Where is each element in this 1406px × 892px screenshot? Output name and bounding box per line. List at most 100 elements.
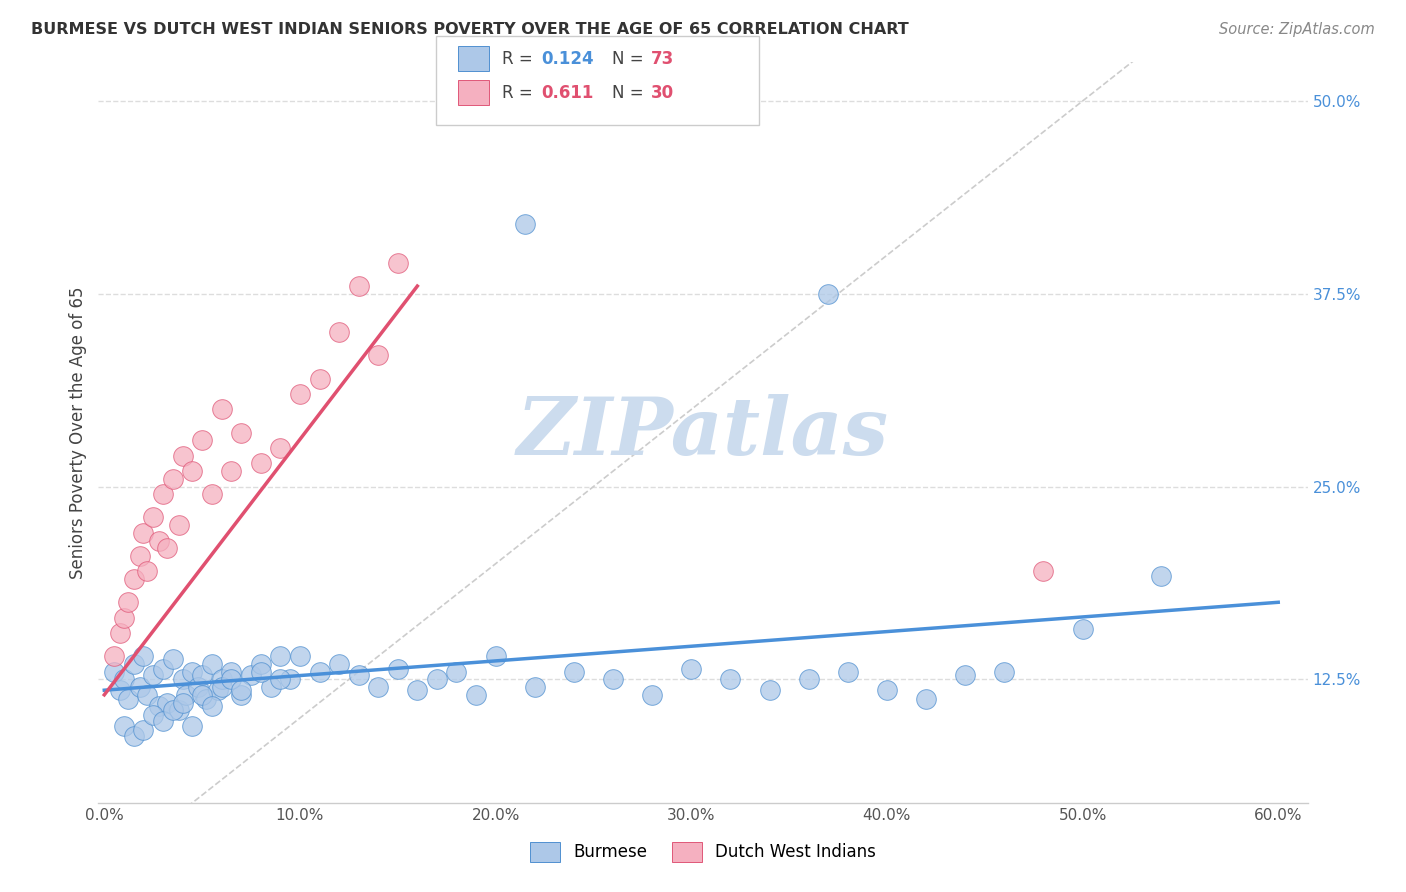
Point xyxy=(446,665,468,679)
Point xyxy=(181,665,204,679)
Point xyxy=(406,683,429,698)
Point xyxy=(426,673,449,687)
Point xyxy=(108,683,131,698)
Text: N =: N = xyxy=(612,50,648,68)
Point xyxy=(142,510,165,524)
Point xyxy=(132,649,155,664)
Point xyxy=(167,518,190,533)
Point xyxy=(112,673,135,687)
Point xyxy=(181,719,204,733)
Point xyxy=(1071,622,1094,636)
Point xyxy=(103,649,125,664)
Point xyxy=(117,692,139,706)
Point xyxy=(602,673,624,687)
Point xyxy=(167,703,190,717)
Point xyxy=(156,541,179,556)
Point xyxy=(562,665,585,679)
Point xyxy=(269,649,291,664)
Point xyxy=(513,218,536,232)
Point xyxy=(148,698,170,713)
Y-axis label: Seniors Poverty Over the Age of 65: Seniors Poverty Over the Age of 65 xyxy=(69,286,87,579)
Point xyxy=(250,657,273,671)
Point xyxy=(117,595,139,609)
Point xyxy=(1032,565,1054,579)
Point xyxy=(231,683,253,698)
Text: R =: R = xyxy=(502,50,538,68)
Point xyxy=(176,688,198,702)
Point xyxy=(250,457,273,471)
Point xyxy=(148,533,170,548)
Point xyxy=(240,667,263,681)
Point xyxy=(817,286,839,301)
Point xyxy=(347,279,370,293)
Text: 30: 30 xyxy=(651,84,673,102)
Point xyxy=(269,441,291,455)
Text: N =: N = xyxy=(612,84,648,102)
Point xyxy=(142,667,165,681)
Point xyxy=(172,449,194,463)
Text: Source: ZipAtlas.com: Source: ZipAtlas.com xyxy=(1219,22,1375,37)
Text: 0.611: 0.611 xyxy=(541,84,593,102)
Point xyxy=(308,371,330,385)
Point xyxy=(201,487,224,501)
Point xyxy=(181,464,204,478)
Point xyxy=(152,487,174,501)
Point xyxy=(953,667,976,681)
Point xyxy=(288,387,311,401)
Point xyxy=(136,565,159,579)
Point xyxy=(221,464,243,478)
Point xyxy=(195,692,218,706)
Point xyxy=(152,662,174,676)
Point xyxy=(387,256,409,270)
Point xyxy=(367,349,389,363)
Point xyxy=(876,683,898,698)
Point xyxy=(211,673,233,687)
Point xyxy=(152,714,174,728)
Point xyxy=(162,652,184,666)
Point xyxy=(128,680,150,694)
Point xyxy=(250,665,273,679)
Point xyxy=(269,673,291,687)
Point xyxy=(523,680,546,694)
Point xyxy=(347,667,370,681)
Point xyxy=(308,665,330,679)
Point xyxy=(1150,569,1173,583)
Point xyxy=(128,549,150,563)
Point xyxy=(201,698,224,713)
Point xyxy=(162,703,184,717)
Point xyxy=(172,696,194,710)
Point xyxy=(328,657,350,671)
Point xyxy=(367,680,389,694)
Point xyxy=(162,472,184,486)
Point xyxy=(797,673,820,687)
Point xyxy=(231,688,253,702)
Point xyxy=(641,688,664,702)
Point xyxy=(201,657,224,671)
Point xyxy=(108,626,131,640)
Point xyxy=(758,683,780,698)
Point xyxy=(132,723,155,738)
Point xyxy=(122,572,145,586)
Point xyxy=(112,610,135,624)
Point xyxy=(288,649,311,664)
Text: 73: 73 xyxy=(651,50,675,68)
Point xyxy=(191,688,214,702)
Text: 0.124: 0.124 xyxy=(541,50,593,68)
Point xyxy=(136,688,159,702)
Point xyxy=(122,657,145,671)
Point xyxy=(211,680,233,694)
Point xyxy=(837,665,859,679)
Point xyxy=(103,665,125,679)
Text: ZIPatlas: ZIPatlas xyxy=(517,394,889,471)
Point xyxy=(122,730,145,744)
Point xyxy=(221,665,243,679)
Point xyxy=(112,719,135,733)
Point xyxy=(259,680,281,694)
Text: R =: R = xyxy=(502,84,538,102)
Point xyxy=(156,696,179,710)
Point xyxy=(484,649,506,664)
Point xyxy=(172,673,194,687)
Point xyxy=(191,434,214,448)
Point xyxy=(221,673,243,687)
Point xyxy=(231,425,253,440)
